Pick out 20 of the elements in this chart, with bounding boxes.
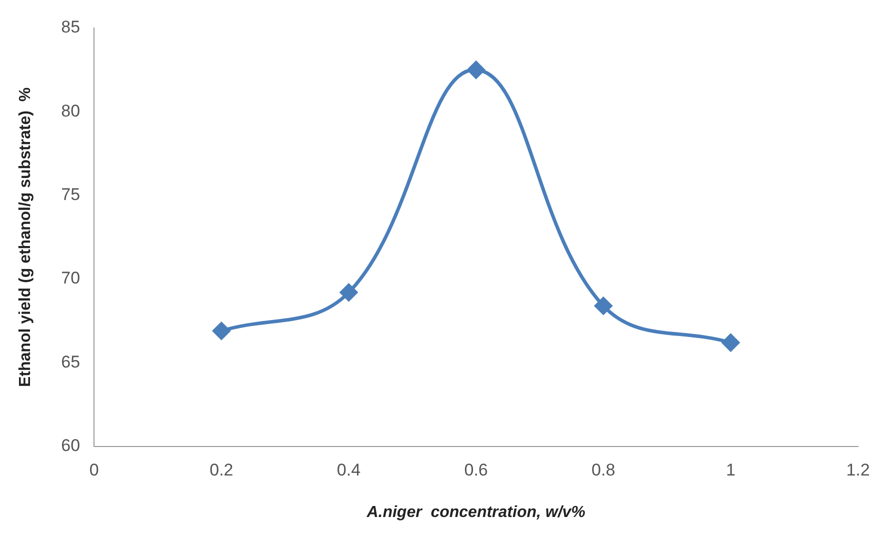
y-tick-label: 80 xyxy=(61,101,80,120)
y-tick-label: 75 xyxy=(61,185,80,204)
point xyxy=(212,322,230,340)
x-axis-title: A.niger concentration, w/v% xyxy=(366,504,586,521)
x-tick-label: 0.6 xyxy=(464,460,488,480)
point xyxy=(467,61,485,79)
point xyxy=(722,334,740,352)
y-axis-title: Ethanol yield (g ethanol/g substrate) % xyxy=(17,87,34,387)
y-tick-label: 70 xyxy=(61,268,80,288)
point xyxy=(594,297,612,315)
y-tick-label: 65 xyxy=(61,352,80,372)
x-tick-label: 0.8 xyxy=(592,460,616,480)
x-tick-label: 0.2 xyxy=(210,460,234,480)
y-tick-label: 85 xyxy=(61,18,80,37)
x-tick-label: 0 xyxy=(89,460,99,480)
x-tick-label: 0.4 xyxy=(336,460,361,480)
point xyxy=(340,284,358,302)
y-tick-label: 60 xyxy=(61,436,80,456)
x-tick-label: 1 xyxy=(726,460,736,480)
x-tick-label: 1.2 xyxy=(846,460,870,480)
